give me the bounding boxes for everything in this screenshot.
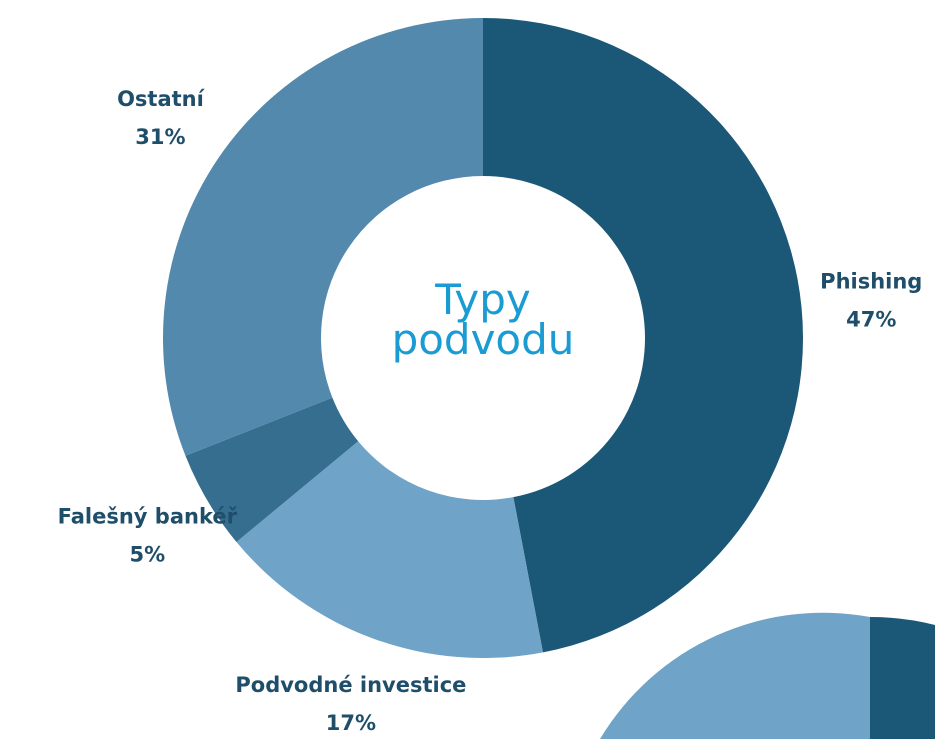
segment-value-label: 31%	[135, 125, 185, 149]
decor-segment	[600, 612, 870, 739]
segment-label: Phishing	[820, 269, 922, 293]
segment-value-label: 17%	[326, 711, 376, 735]
segment-value-label: 5%	[129, 543, 165, 567]
decor-segment	[870, 616, 935, 739]
donut-segment	[185, 397, 359, 542]
segment-label: Falešný bankéř	[58, 505, 238, 529]
donut-segment	[483, 18, 804, 653]
donut-segment	[162, 18, 483, 456]
chart-title: Typy podvodu	[391, 275, 575, 364]
segment-label: Ostatní	[117, 87, 206, 111]
segment-value-label: 47%	[846, 307, 896, 331]
donut-segment	[236, 441, 543, 658]
segment-label: Podvodné investice	[235, 673, 466, 697]
second-donut	[600, 612, 935, 739]
